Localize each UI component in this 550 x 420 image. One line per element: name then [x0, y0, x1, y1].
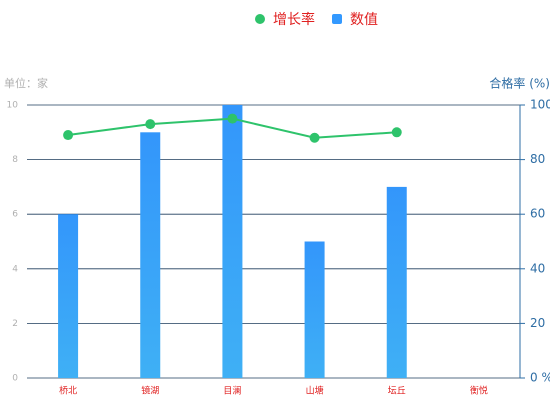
bar [304, 241, 325, 378]
line-point [227, 113, 238, 124]
x-tick-label: 镜湖 [141, 385, 159, 397]
legend-label: 增长率 [273, 11, 315, 28]
x-tick-label: 衡悦 [470, 385, 488, 397]
bar [222, 105, 243, 378]
y-tick-label: 0 [12, 374, 18, 384]
line-point [391, 127, 402, 138]
line-point [63, 130, 74, 141]
y-axis-label: 单位：家 [4, 76, 48, 90]
legend-marker [332, 14, 342, 24]
y2-tick-label: 20 [530, 316, 545, 330]
y-tick-label: 2 [12, 319, 18, 329]
y-tick-label: 10 [7, 101, 19, 111]
line-point [145, 119, 156, 130]
bar [58, 214, 79, 378]
y-tick-label: 4 [12, 264, 18, 274]
x-tick-label: 山塘 [306, 385, 324, 397]
x-tick-label: 坛丘 [388, 386, 406, 397]
y-tick-label: 8 [12, 155, 18, 165]
x-tick-label: 目澜 [223, 386, 241, 397]
x-tick-label: 桥北 [59, 385, 77, 397]
y2-tick-label: 0 % [530, 371, 550, 385]
bar [140, 132, 161, 378]
y-tick-label: 6 [12, 210, 18, 220]
legend-label: 数值 [350, 12, 378, 28]
y2-tick-label: 40 [530, 261, 545, 275]
y2-tick-label: 100 [530, 98, 550, 112]
bar [386, 186, 407, 378]
legend-marker [255, 14, 265, 24]
y2-tick-label: 80 [530, 152, 545, 166]
y2-axis-label: 合格率 (%) [489, 76, 550, 91]
line-point [309, 132, 320, 143]
y2-tick-label: 60 [530, 207, 545, 221]
